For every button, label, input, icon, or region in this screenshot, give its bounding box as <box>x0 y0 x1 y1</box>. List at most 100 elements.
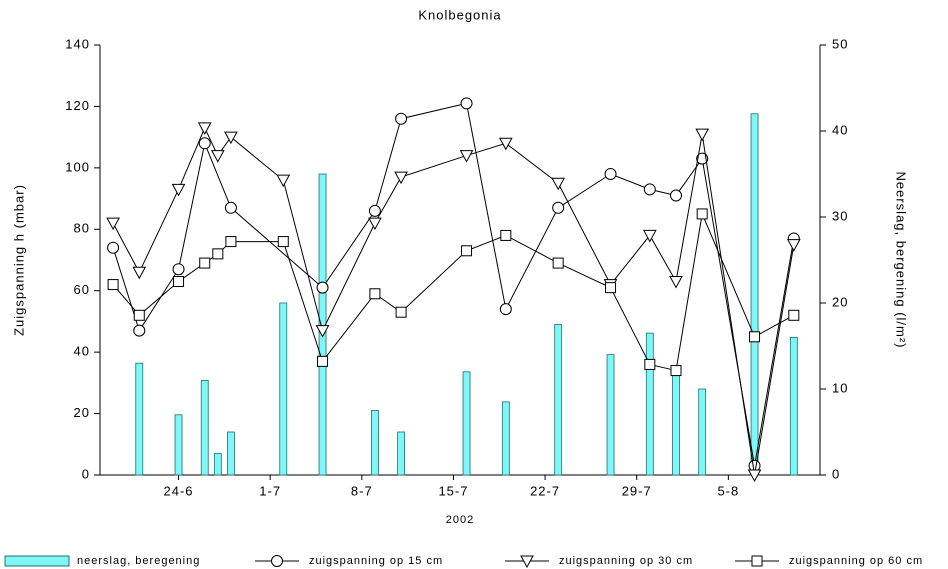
marker <box>749 331 761 343</box>
legend-item: neerslag, beregening <box>4 555 200 567</box>
marker <box>551 177 566 191</box>
marker <box>368 217 382 231</box>
marker <box>171 183 186 197</box>
marker <box>369 288 381 300</box>
legend-item: zuigspanning op 60 cm <box>735 555 923 567</box>
legend-marker <box>520 555 534 569</box>
marker <box>552 257 564 269</box>
y-tick-label: 20 <box>74 405 90 420</box>
marker <box>277 236 289 248</box>
legend-marker <box>751 555 763 567</box>
marker <box>788 309 800 321</box>
marker <box>747 469 762 483</box>
marker <box>459 150 474 163</box>
marker <box>669 276 683 289</box>
marker <box>604 168 617 180</box>
y-tick-label: 120 <box>65 98 90 113</box>
marker <box>212 248 224 260</box>
y2-tick-label: 0 <box>832 466 840 481</box>
y2-tick-label: 40 <box>832 122 848 137</box>
marker <box>315 325 330 338</box>
marker <box>500 229 512 241</box>
bar <box>397 431 405 476</box>
y-tick-label: 40 <box>74 344 90 359</box>
bar <box>672 371 680 476</box>
y2-tick-label: 20 <box>832 294 848 309</box>
bar <box>135 362 144 476</box>
marker <box>225 236 237 248</box>
marker <box>395 306 407 318</box>
y-tick-label: 60 <box>74 282 90 297</box>
bar <box>462 371 471 476</box>
x-axis-label: 2002 <box>446 514 474 526</box>
y2-tick-label: 50 <box>832 36 848 51</box>
x-tick-label: 8-7 <box>351 483 373 498</box>
marker <box>395 112 408 125</box>
marker <box>316 281 329 294</box>
bar <box>698 388 707 476</box>
legend-swatch <box>4 555 70 567</box>
marker <box>696 152 709 165</box>
bar <box>279 302 288 476</box>
marker <box>552 201 565 214</box>
marker <box>132 266 147 280</box>
marker <box>461 245 473 257</box>
bar <box>174 414 183 476</box>
y-tick-label: 100 <box>65 159 90 174</box>
marker <box>172 263 185 276</box>
marker <box>670 365 682 377</box>
x-tick-label: 22-7 <box>530 483 560 498</box>
y2-tick-label: 30 <box>832 208 848 223</box>
bar <box>606 354 615 476</box>
bar <box>213 453 222 476</box>
marker <box>107 241 120 254</box>
legend-label: neerslag, beregening <box>77 555 200 567</box>
marker <box>107 279 119 291</box>
marker <box>368 204 381 217</box>
marker <box>786 239 801 252</box>
marker <box>499 303 512 316</box>
marker <box>133 309 145 321</box>
y-axis-label: Zuigspanning h (mbar) <box>11 184 26 336</box>
marker <box>696 208 708 220</box>
bar <box>371 410 379 476</box>
marker <box>276 174 291 188</box>
y-tick-label: 140 <box>65 36 90 51</box>
marker <box>644 358 656 370</box>
legend-item: zuigspanning op 30 cm <box>505 555 693 569</box>
marker <box>224 131 238 145</box>
bar <box>501 401 510 476</box>
legend-item: zuigspanning op 15 cm <box>255 555 442 567</box>
x-tick-label: 15-7 <box>438 483 468 498</box>
x-tick-label: 24-6 <box>164 483 194 498</box>
y-tick-label: 0 <box>82 466 90 481</box>
y2-axis-label: Neerslag, bergening (l/m²) <box>894 171 909 348</box>
marker <box>460 97 473 110</box>
marker <box>643 183 656 196</box>
legend-label: zuigspanning op 60 cm <box>789 555 923 567</box>
chart-title: Knolbegonia <box>418 7 501 22</box>
x-tick-label: 5-8 <box>717 483 739 498</box>
bar <box>227 431 235 476</box>
x-tick-label: 29-7 <box>622 483 652 498</box>
marker <box>199 257 211 269</box>
bar <box>554 324 563 476</box>
bar <box>645 332 654 476</box>
bar <box>200 379 209 476</box>
marker <box>605 282 617 294</box>
series-line <box>112 126 795 476</box>
series-line <box>112 212 795 372</box>
legend-marker <box>271 555 283 567</box>
y-tick-label: 80 <box>74 221 90 236</box>
x-tick-label: 1-7 <box>259 483 281 498</box>
marker <box>133 324 146 337</box>
marker <box>695 128 710 142</box>
legend-label: zuigspanning op 30 cm <box>559 555 693 567</box>
y2-tick-label: 10 <box>832 380 848 395</box>
marker <box>224 201 237 214</box>
marker <box>317 355 329 367</box>
marker <box>106 217 120 231</box>
bar <box>750 113 759 476</box>
marker <box>670 189 682 202</box>
